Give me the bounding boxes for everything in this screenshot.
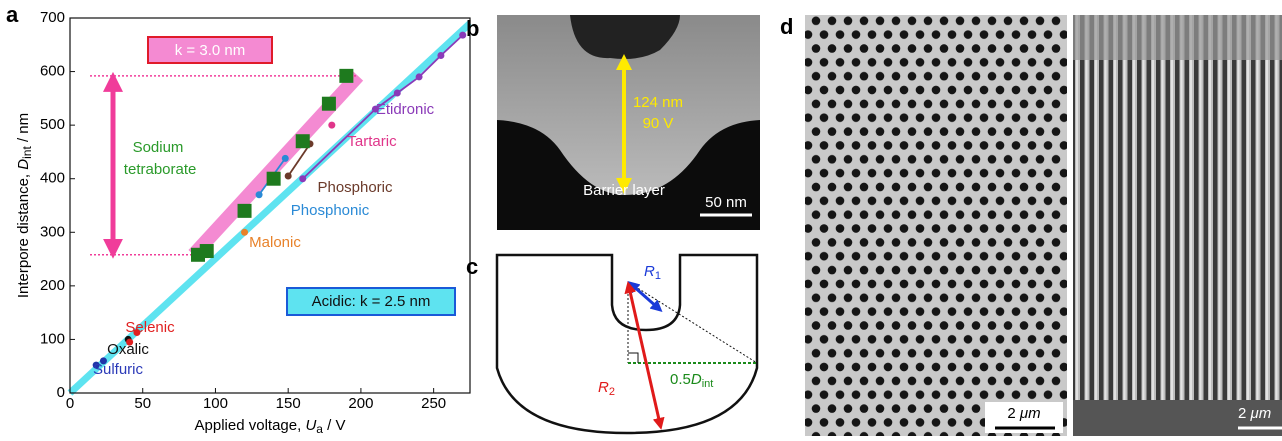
scale-bar-label: 2 μm <box>1238 405 1271 422</box>
unit: μm <box>1019 405 1041 422</box>
axis-symbol: U <box>305 417 316 434</box>
symbol: R <box>598 379 609 396</box>
figure: 0 50 100 150 200 250 0 100 200 300 400 500 600 700 App… <box>0 0 1282 436</box>
series-label: Sodium tetraborate <box>120 139 197 178</box>
panel-b: 124 nm 90 V Barrier layer 50 nm <box>497 15 760 230</box>
guide <box>628 282 757 363</box>
layer-label: Barrier layer <box>583 182 665 199</box>
point <box>394 90 401 97</box>
annotation: k = 3.0 nm <box>175 42 245 59</box>
series-label: Tartaric <box>347 133 397 150</box>
point <box>437 52 444 59</box>
series-label: Selenic <box>125 319 175 336</box>
half-distance-label: 0.5Dint <box>670 371 713 390</box>
factor: 0.5 <box>670 371 691 388</box>
panel-c: R1 R2 0.5Dint <box>497 255 757 433</box>
series-label: Phosphonic <box>291 202 370 219</box>
axis-unit: / nm <box>15 113 32 146</box>
pore-outline <box>497 255 757 433</box>
y-tick-label: 400 <box>40 170 65 187</box>
x-tick-label: 0 <box>66 395 74 412</box>
point <box>328 122 335 129</box>
y-tick-label: 0 <box>57 384 65 401</box>
scale-bar-label: 50 nm <box>705 194 747 211</box>
point <box>241 229 248 236</box>
annotation: Acidic: k = 2.5 nm <box>312 293 431 310</box>
y-tick-label: 500 <box>40 116 65 133</box>
r2-label: R2 <box>598 379 615 398</box>
number: 2 <box>1238 405 1251 422</box>
subscript: 2 <box>609 386 615 398</box>
point <box>238 204 252 218</box>
x-tick-label: 100 <box>203 395 228 412</box>
panel-label: c <box>466 254 478 279</box>
xlabel: Applied voltage, Ua / V <box>195 417 346 436</box>
scale-bar-label: 2 μm <box>1007 405 1040 422</box>
point <box>299 175 306 182</box>
x-tick-label: 150 <box>276 395 301 412</box>
axis-subscript: int <box>20 146 34 159</box>
symbol: R <box>644 263 655 280</box>
voltage-label: 90 V <box>643 115 674 132</box>
length-label: 124 nm <box>633 94 683 111</box>
point <box>200 244 214 258</box>
y-tick-label: 100 <box>40 330 65 347</box>
y-tick-label: 300 <box>40 223 65 240</box>
point <box>339 69 353 83</box>
series-label: Etidronic <box>376 101 435 118</box>
unit: μm <box>1250 405 1272 422</box>
series-label: Phosphoric <box>317 179 393 196</box>
series-label: Sulfuric <box>93 361 144 378</box>
point <box>256 191 263 198</box>
panel-label: d <box>780 14 793 39</box>
point <box>416 73 423 80</box>
axis-text: Interpore distance, <box>15 170 32 298</box>
subscript: 1 <box>655 270 661 282</box>
number: 2 <box>1007 405 1020 422</box>
cross-section-image <box>1073 15 1282 436</box>
x-tick-label: 50 <box>134 395 151 412</box>
point <box>322 97 336 111</box>
y-tick-label: 700 <box>40 9 65 26</box>
right-angle <box>628 353 638 363</box>
symbol: D <box>691 371 702 388</box>
point <box>285 173 292 180</box>
r1-arrow <box>632 285 658 308</box>
axis-text: Applied voltage, <box>195 417 306 434</box>
axis-symbol: D <box>15 159 32 170</box>
x-tick-label: 250 <box>421 395 446 412</box>
series-label: Malonic <box>249 234 301 251</box>
ylabel: Interpore distance, Dint / nm <box>15 113 34 298</box>
panel-d: 2 μm 2 μm <box>805 15 1282 436</box>
point <box>282 155 289 162</box>
point <box>126 339 133 346</box>
top-view-image <box>805 15 1067 436</box>
x-tick-label: 200 <box>348 395 373 412</box>
surface <box>1073 15 1282 60</box>
y-tick-label: 600 <box>40 63 65 80</box>
point <box>267 172 281 186</box>
panel-label: a <box>6 2 19 27</box>
axis-unit: / V <box>323 417 346 434</box>
subscript: int <box>702 378 714 390</box>
panel-label: b <box>466 16 479 41</box>
point <box>296 134 310 148</box>
chart-a: 0 50 100 150 200 250 0 100 200 300 400 500 600 700 App… <box>15 9 470 436</box>
y-tick-label: 200 <box>40 277 65 294</box>
r1-label: R1 <box>644 263 661 282</box>
